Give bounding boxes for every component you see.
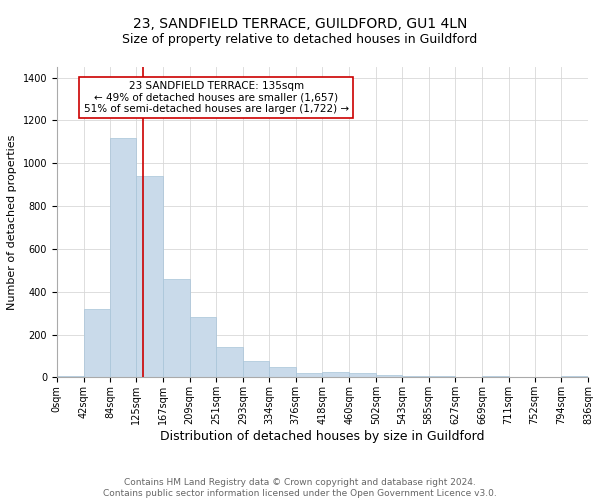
Bar <box>455 376 482 378</box>
Bar <box>110 138 136 378</box>
Bar <box>83 309 110 378</box>
Bar <box>163 279 190 378</box>
Bar <box>243 362 269 378</box>
Bar <box>322 372 349 378</box>
Bar <box>190 318 217 378</box>
Bar <box>428 376 455 378</box>
Bar <box>217 348 243 378</box>
Bar <box>562 376 588 378</box>
Bar <box>482 376 509 378</box>
Bar <box>402 376 428 378</box>
Bar <box>57 376 83 378</box>
Bar <box>296 373 322 378</box>
Bar <box>349 373 376 378</box>
Bar <box>269 366 296 378</box>
Y-axis label: Number of detached properties: Number of detached properties <box>7 134 17 310</box>
Text: Size of property relative to detached houses in Guildford: Size of property relative to detached ho… <box>122 32 478 46</box>
Bar <box>136 176 163 378</box>
Text: Contains HM Land Registry data © Crown copyright and database right 2024.
Contai: Contains HM Land Registry data © Crown c… <box>103 478 497 498</box>
X-axis label: Distribution of detached houses by size in Guildford: Distribution of detached houses by size … <box>160 430 485 443</box>
Text: 23, SANDFIELD TERRACE, GUILDFORD, GU1 4LN: 23, SANDFIELD TERRACE, GUILDFORD, GU1 4L… <box>133 18 467 32</box>
Bar <box>535 376 562 378</box>
Bar <box>376 375 402 378</box>
Text: 23 SANDFIELD TERRACE: 135sqm
← 49% of detached houses are smaller (1,657)
51% of: 23 SANDFIELD TERRACE: 135sqm ← 49% of de… <box>83 81 349 114</box>
